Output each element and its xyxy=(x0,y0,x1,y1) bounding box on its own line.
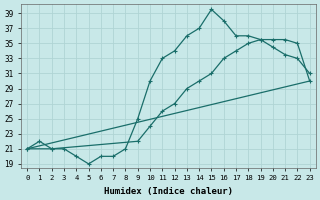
X-axis label: Humidex (Indice chaleur): Humidex (Indice chaleur) xyxy=(104,187,233,196)
